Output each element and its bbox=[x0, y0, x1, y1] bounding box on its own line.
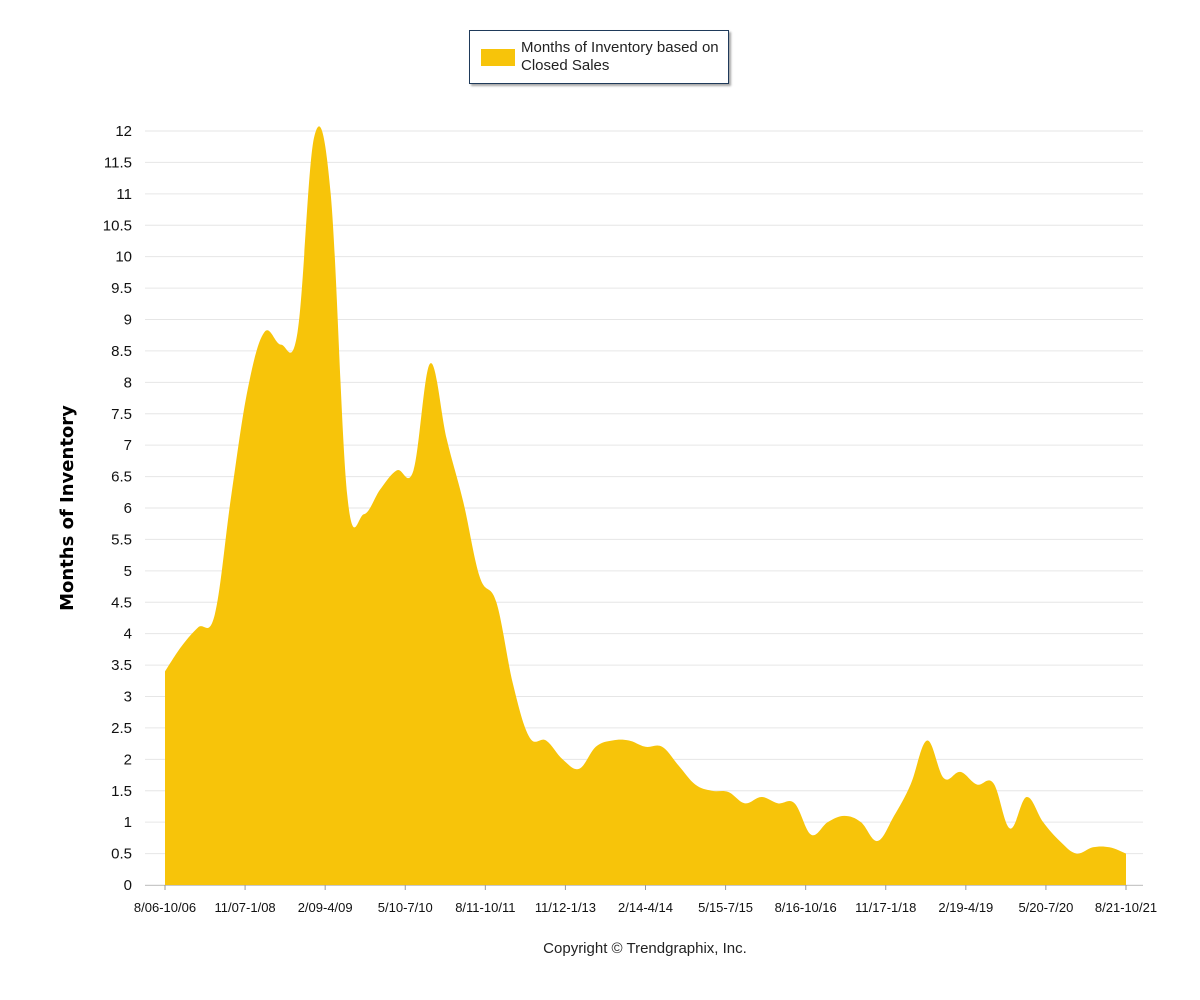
y-tick-label: 12 bbox=[115, 123, 132, 140]
y-tick-label: 7.5 bbox=[111, 406, 132, 423]
x-tick-label: 8/21-10/21 bbox=[1095, 900, 1157, 915]
y-tick-label: 8 bbox=[124, 374, 132, 391]
x-tick-label: 5/15-7/15 bbox=[698, 900, 753, 915]
x-tick-label: 2/14-4/14 bbox=[618, 900, 673, 915]
y-tick-label: 0.5 bbox=[111, 846, 132, 863]
area-series bbox=[165, 126, 1126, 886]
x-tick-label: 11/07-1/08 bbox=[214, 900, 275, 915]
legend-label: Months of Inventory based on Closed Sale… bbox=[521, 39, 719, 74]
y-tick-label: 7 bbox=[124, 437, 132, 454]
y-tick-label: 4.5 bbox=[111, 594, 132, 611]
y-tick-label: 2.5 bbox=[111, 720, 132, 737]
copyright-text: Copyright © Trendgraphix, Inc. bbox=[543, 940, 747, 957]
y-tick-label: 10 bbox=[115, 249, 132, 266]
y-tick-labels: 00.511.522.533.544.555.566.577.588.599.5… bbox=[103, 123, 132, 894]
y-tick-label: 10.5 bbox=[103, 217, 132, 234]
y-axis-title: Months of Inventory bbox=[57, 405, 78, 611]
y-tick-label: 3 bbox=[124, 689, 132, 706]
x-tick-label: 8/06-10/06 bbox=[134, 900, 196, 915]
x-tick-label: 5/10-7/10 bbox=[378, 900, 433, 915]
y-tick-label: 9 bbox=[124, 312, 132, 329]
y-tick-label: 6.5 bbox=[111, 469, 132, 486]
y-tick-label: 3.5 bbox=[111, 657, 132, 674]
y-tick-label: 1 bbox=[124, 814, 132, 831]
y-tick-label: 11.5 bbox=[104, 154, 132, 171]
y-tick-label: 6 bbox=[124, 500, 132, 517]
y-tick-label: 9.5 bbox=[111, 280, 132, 297]
x-tick-labels: 8/06-10/06 11/07-1/08 2/09-4/09 5/10-7/10 8/… bbox=[134, 900, 1157, 915]
x-tick-label: 2/19-4/19 bbox=[938, 900, 993, 915]
x-tick-label: 8/11-10/11 bbox=[455, 900, 515, 915]
x-tick-label: 11/12-1/13 bbox=[535, 900, 596, 915]
y-tick-label: 5 bbox=[124, 563, 132, 580]
y-tick-label: 4 bbox=[124, 626, 132, 643]
y-tick-label: 2 bbox=[124, 751, 132, 768]
y-tick-label: 1.5 bbox=[111, 783, 132, 800]
x-tick-label: 5/20-7/20 bbox=[1018, 900, 1073, 915]
x-tick-label: 2/09-4/09 bbox=[298, 900, 353, 915]
x-tick-label: 11/17-1/18 bbox=[855, 900, 916, 915]
area-fill bbox=[165, 126, 1126, 886]
legend: Months of Inventory based on Closed Sale… bbox=[469, 30, 729, 84]
axes bbox=[145, 885, 1143, 890]
y-tick-label: 0 bbox=[124, 877, 132, 894]
y-tick-label: 11 bbox=[116, 186, 132, 203]
legend-swatch bbox=[481, 49, 515, 66]
x-tick-label: 8/16-10/16 bbox=[775, 900, 837, 915]
y-tick-label: 8.5 bbox=[111, 343, 132, 360]
y-tick-label: 5.5 bbox=[111, 531, 132, 548]
